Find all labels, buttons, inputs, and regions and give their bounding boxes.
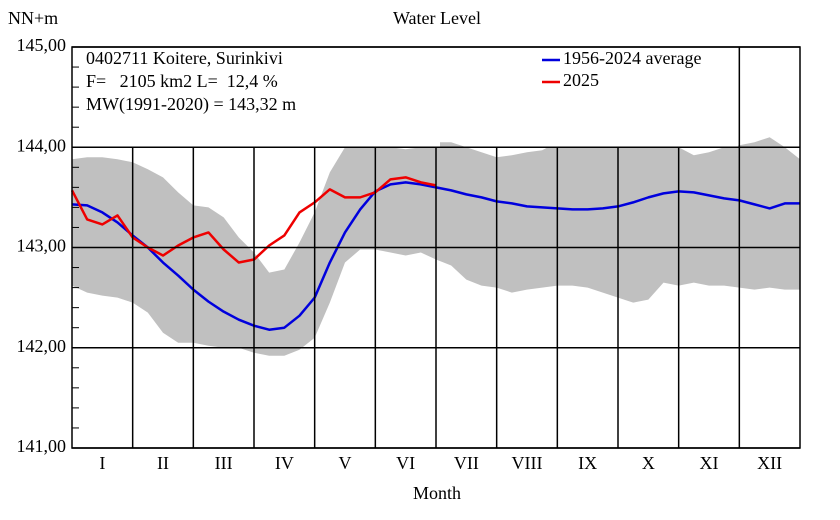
info-box [73, 48, 440, 147]
x-tick-label: I [99, 453, 105, 473]
y-tick-label: 144,00 [17, 135, 67, 155]
x-axis-label: Month [413, 483, 461, 503]
x-tick-label: IX [578, 453, 597, 473]
legend-label: 1956-2024 average [563, 48, 701, 68]
legend-box [530, 48, 738, 147]
x-tick-label: VIII [512, 453, 543, 473]
y-tick-label: 145,00 [17, 35, 67, 55]
annotation: MW(1991-2020) = 143,32 m [86, 94, 296, 115]
y-tick-label: 141,00 [17, 436, 67, 456]
x-tick-label: X [642, 453, 655, 473]
y-tick-label: 142,00 [17, 336, 67, 356]
chart-title: Water Level [393, 8, 481, 28]
x-tick-label: VI [396, 453, 415, 473]
annotation: F= 2105 km2 L= 12,4 % [86, 71, 278, 91]
x-tick-label: IV [275, 453, 294, 473]
legend-label: 2025 [563, 70, 599, 90]
y-axis-label: NN+m [8, 8, 58, 28]
plot-border [71, 46, 801, 449]
y-tick-label: 143,00 [17, 236, 67, 256]
x-tick-label: V [339, 453, 352, 473]
x-tick-label: XI [700, 453, 719, 473]
x-tick-label: VII [454, 453, 479, 473]
x-tick-label: XII [757, 453, 782, 473]
annotation: 0402711 Koitere, Surinkivi [86, 48, 283, 68]
x-tick-label: II [157, 453, 169, 473]
x-tick-label: III [215, 453, 233, 473]
